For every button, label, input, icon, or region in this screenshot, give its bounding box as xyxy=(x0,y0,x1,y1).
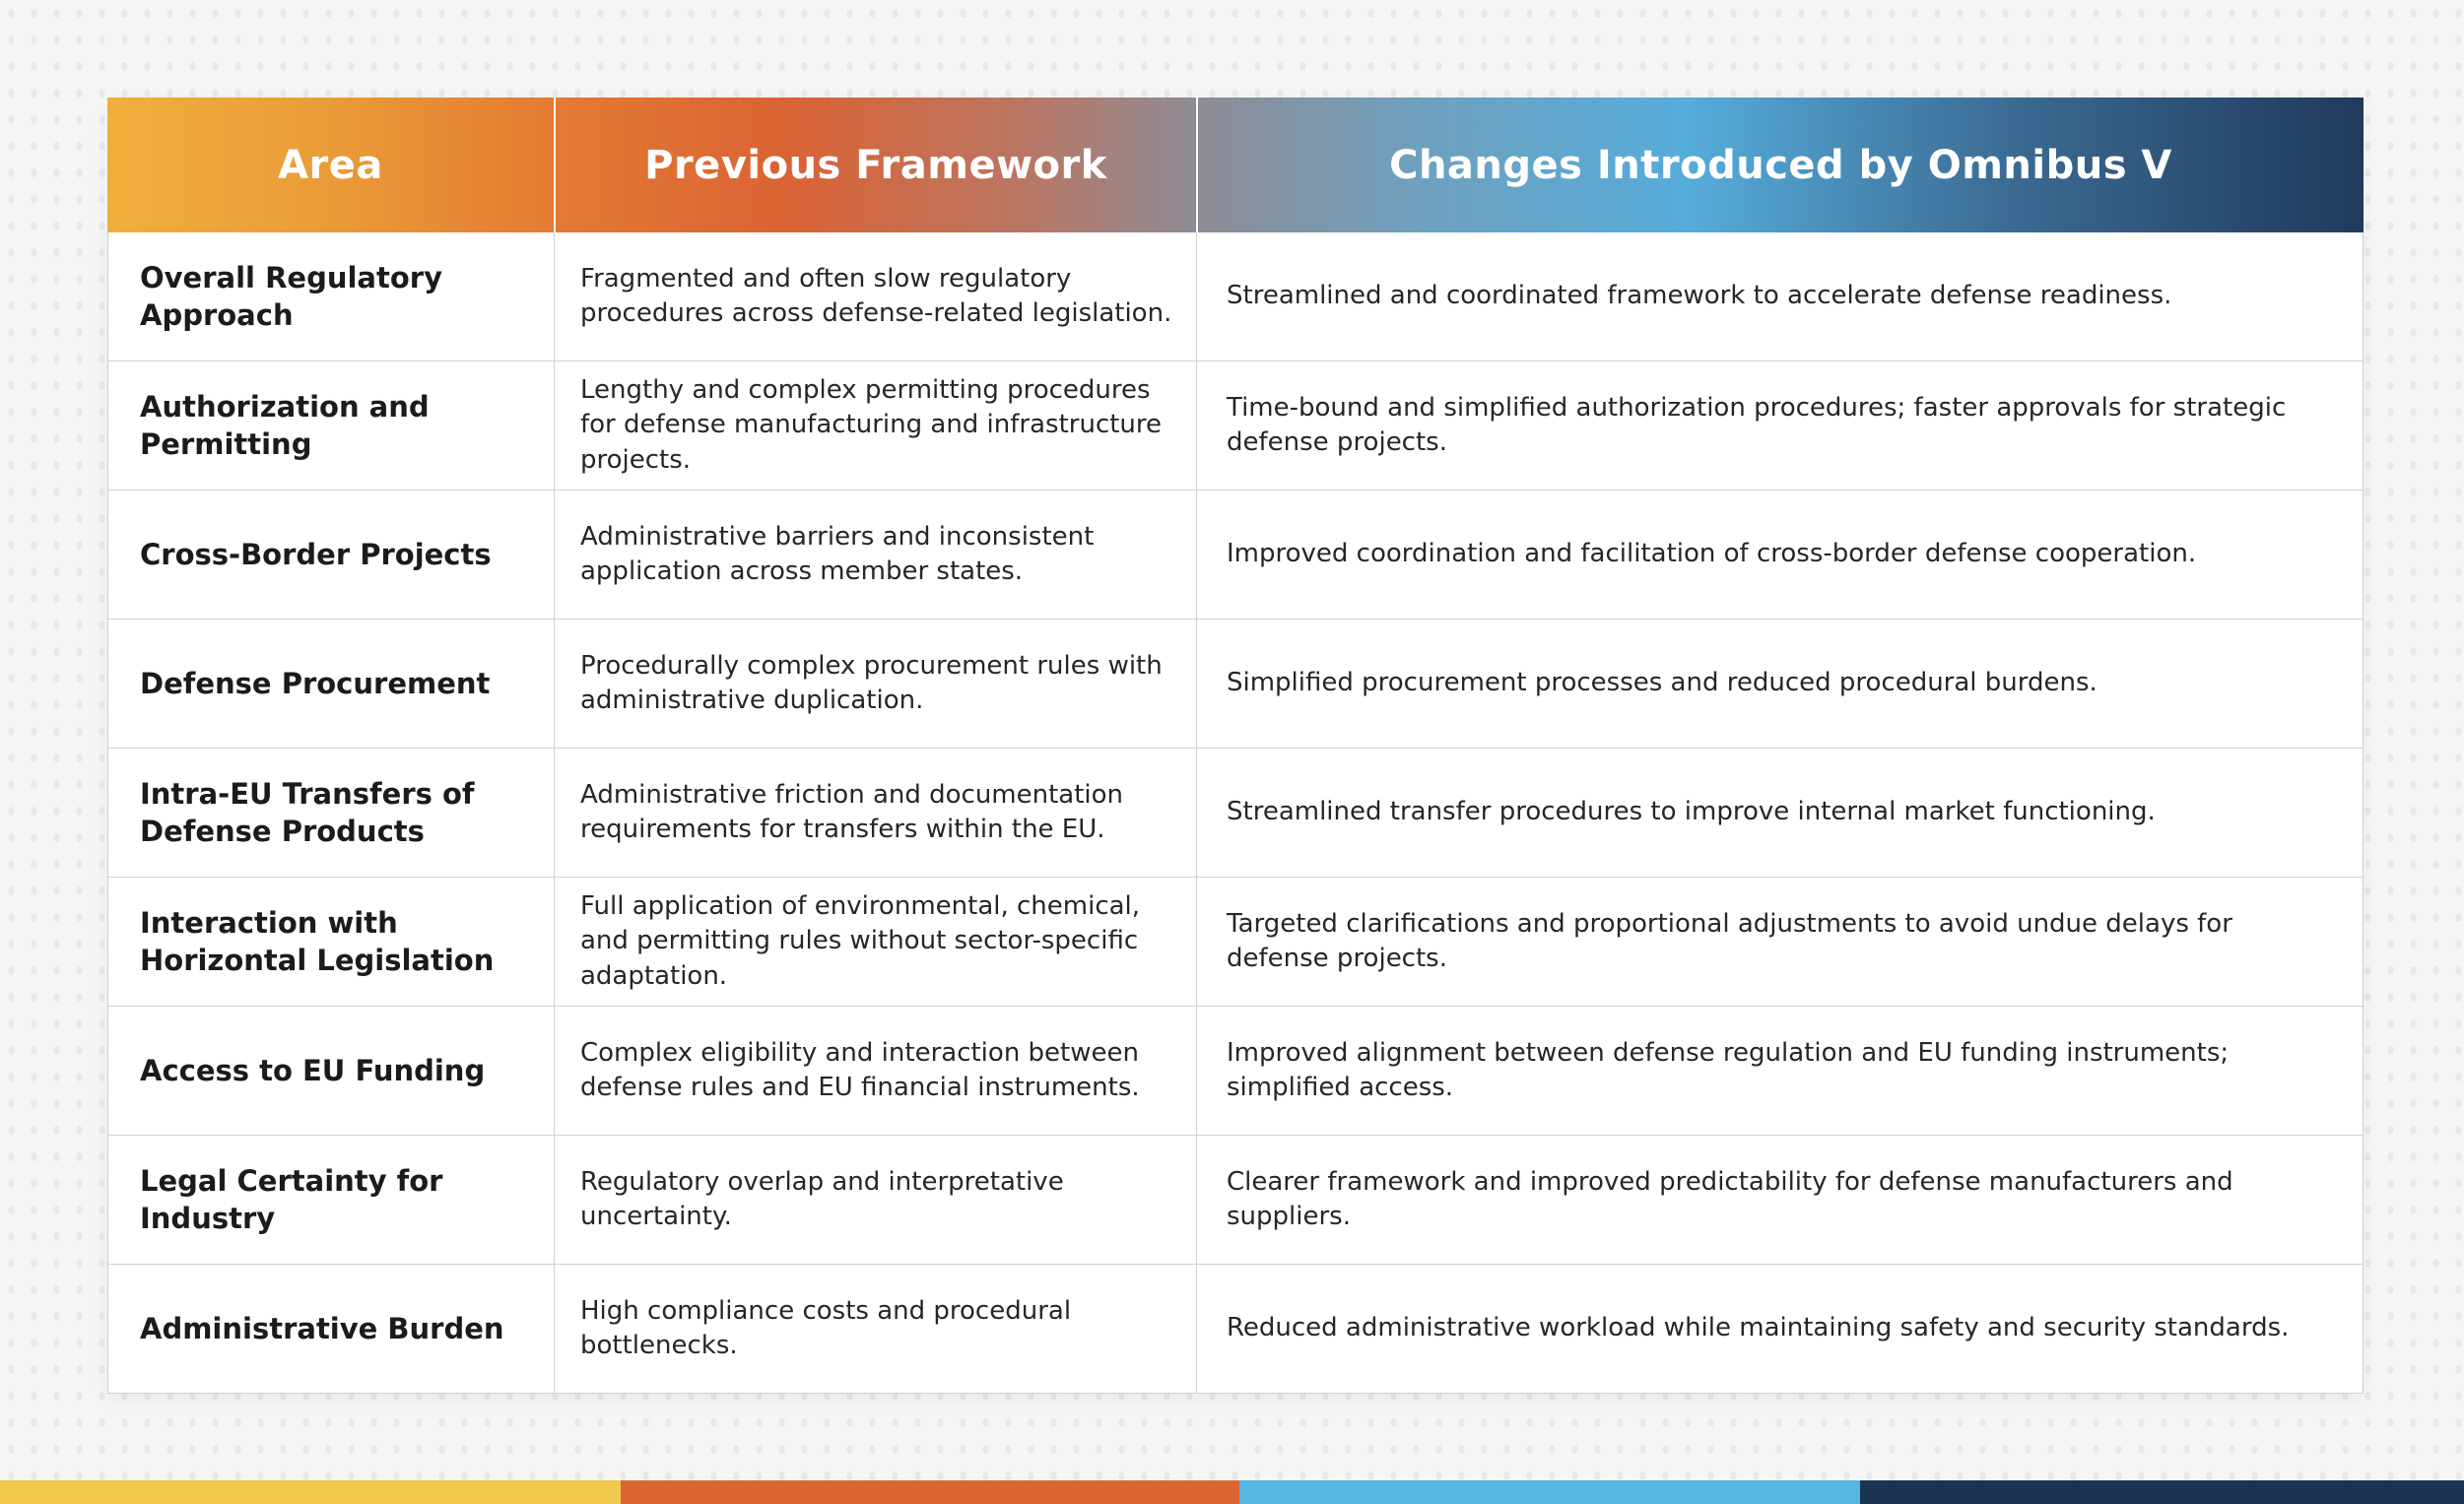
area-cell: Cross-Border Projects xyxy=(140,537,492,571)
column-header-area: Area xyxy=(278,142,383,188)
previous-framework-cell: Administrative barriers and inconsistent… xyxy=(554,490,1196,619)
area-cell: Legal Certainty for Industry xyxy=(140,1163,443,1235)
changes-cell: Streamlined transfer procedures to impro… xyxy=(1196,749,2363,877)
table-row: Intra-EU Transfers of Defense Products A… xyxy=(108,748,2363,877)
table-row: Cross-Border Projects Administrative bar… xyxy=(108,490,2363,619)
area-cell: Access to EU Funding xyxy=(140,1053,486,1087)
previous-framework-cell: Procedurally complex procurement rules w… xyxy=(554,620,1196,748)
table-row: Access to EU Funding Complex eligibility… xyxy=(108,1006,2363,1135)
area-cell: Administrative Burden xyxy=(140,1311,504,1345)
table-body: Overall Regulatory Approach Fragmented a… xyxy=(107,232,2364,1394)
changes-cell: Streamlined and coordinated framework to… xyxy=(1196,232,2363,360)
previous-framework-cell: Fragmented and often slow regulatory pro… xyxy=(554,232,1196,360)
table-row: Interaction with Horizontal Legislation … xyxy=(108,877,2363,1006)
footer-color-bar xyxy=(0,1480,2464,1504)
changes-cell: Improved alignment between defense regul… xyxy=(1196,1007,2363,1135)
footer-bar-segment-navy xyxy=(1860,1480,2464,1504)
changes-cell: Targeted clarifications and proportional… xyxy=(1196,878,2363,1006)
area-cell: Authorization and Permitting xyxy=(140,389,430,461)
previous-framework-cell: High compliance costs and procedural bot… xyxy=(554,1265,1196,1393)
area-cell: Overall Regulatory Approach xyxy=(140,260,442,332)
previous-framework-cell: Regulatory overlap and interpretative un… xyxy=(554,1136,1196,1264)
column-header-previous-framework: Previous Framework xyxy=(554,98,1196,232)
comparison-table: Area Previous Framework Changes Introduc… xyxy=(107,98,2364,1394)
area-cell: Interaction with Horizontal Legislation xyxy=(140,905,495,977)
table-row: Defense Procurement Procedurally complex… xyxy=(108,619,2363,748)
previous-framework-cell: Complex eligibility and interaction betw… xyxy=(554,1007,1196,1135)
changes-cell: Improved coordination and facilitation o… xyxy=(1196,490,2363,619)
changes-cell: Clearer framework and improved predictab… xyxy=(1196,1136,2363,1264)
previous-framework-cell: Lengthy and complex permitting procedure… xyxy=(554,361,1196,490)
changes-cell: Reduced administrative workload while ma… xyxy=(1196,1265,2363,1393)
footer-bar-segment-orange xyxy=(621,1480,1239,1504)
previous-framework-cell: Full application of environmental, chemi… xyxy=(554,878,1196,1006)
changes-cell: Simplified procurement processes and red… xyxy=(1196,620,2363,748)
footer-bar-segment-yellow xyxy=(0,1480,621,1504)
area-cell: Intra-EU Transfers of Defense Products xyxy=(140,776,475,848)
table-row: Administrative Burden High compliance co… xyxy=(108,1264,2363,1393)
table-row: Authorization and Permitting Lengthy and… xyxy=(108,360,2363,490)
table-row: Legal Certainty for Industry Regulatory … xyxy=(108,1135,2363,1264)
changes-cell: Time-bound and simplified authorization … xyxy=(1196,361,2363,490)
previous-framework-cell: Administrative friction and documentatio… xyxy=(554,749,1196,877)
footer-bar-segment-lightblue xyxy=(1239,1480,1860,1504)
column-header-changes-omnibus-v: Changes Introduced by Omnibus V xyxy=(1196,98,2364,232)
area-cell: Defense Procurement xyxy=(140,666,491,700)
table-row: Overall Regulatory Approach Fragmented a… xyxy=(108,232,2363,360)
table-header-row: Area Previous Framework Changes Introduc… xyxy=(107,98,2364,232)
